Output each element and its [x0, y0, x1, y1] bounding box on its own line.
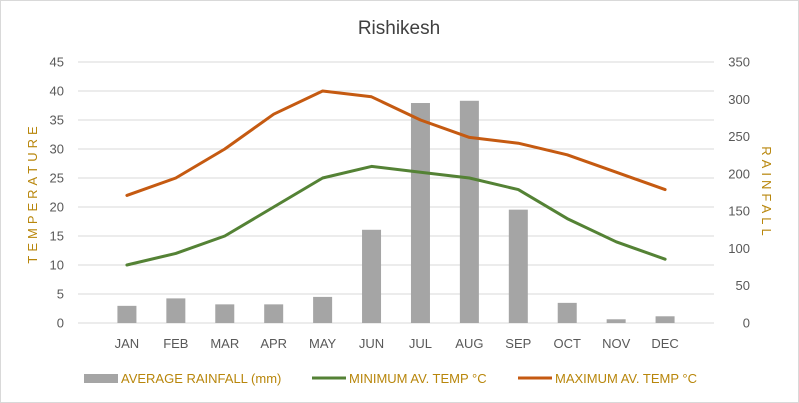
gridlines	[78, 61, 714, 324]
right-tick-label: 300	[728, 92, 750, 107]
right-axis-ticks: 0 50 100 150 200 250 300 350	[728, 55, 750, 331]
left-tick-label: 45	[50, 55, 64, 70]
right-tick-label: 150	[728, 204, 750, 219]
x-tick-label: SEP	[505, 336, 531, 351]
x-tick-label: MAY	[309, 336, 337, 351]
x-tick-label: OCT	[554, 336, 582, 351]
left-tick-label: 0	[57, 316, 64, 331]
left-tick-label: 10	[50, 258, 64, 273]
rainfall-bars	[117, 100, 675, 323]
rainfall-bar	[264, 304, 284, 323]
right-tick-label: 250	[728, 129, 750, 144]
legend: AVERAGE RAINFALL (mm) MINIMUM AV. TEMP °C…	[84, 371, 697, 386]
rainfall-bar	[313, 296, 333, 323]
x-tick-label: MAR	[210, 336, 239, 351]
chart-title: Rishikesh	[358, 18, 440, 39]
left-tick-label: 15	[50, 229, 64, 244]
x-tick-label: JUN	[359, 336, 384, 351]
max-temp-line	[125, 89, 667, 197]
left-tick-label: 40	[50, 84, 64, 99]
x-tick-label: NOV	[602, 336, 631, 351]
x-tick-label: FEB	[163, 336, 188, 351]
left-tick-label: 25	[50, 171, 64, 186]
x-axis-ticks: JAN FEB MAR APR MAY JUN JUL AUG SEP OCT NOV DEC	[115, 336, 679, 351]
temperature-lines	[125, 89, 667, 267]
x-tick-label: DEC	[651, 336, 678, 351]
rainfall-bar	[508, 209, 528, 323]
rainfall-bar	[606, 319, 626, 323]
x-tick-label: APR	[260, 336, 287, 351]
left-axis-ticks: 0 5 10 15 20 25 30 35 40 45	[50, 55, 64, 331]
left-axis-title: TEMPERATURE	[25, 122, 40, 263]
left-tick-label: 30	[50, 142, 64, 157]
x-tick-label: AUG	[455, 336, 483, 351]
right-tick-label: 50	[736, 278, 750, 293]
rainfall-bar	[557, 302, 577, 323]
rainfall-bar	[362, 229, 382, 323]
rainfall-bar	[655, 316, 675, 323]
rainfall-bar	[410, 103, 430, 323]
rainfall-bar	[117, 305, 137, 323]
x-tick-label: JUL	[409, 336, 432, 351]
right-tick-label: 0	[743, 316, 750, 331]
left-tick-label: 5	[57, 287, 64, 302]
right-tick-label: 350	[728, 55, 750, 70]
left-tick-label: 20	[50, 200, 64, 215]
right-tick-label: 100	[728, 241, 750, 256]
min-temp-line	[125, 164, 667, 267]
legend-swatch-rainfall	[84, 374, 118, 383]
legend-label: MAXIMUM AV. TEMP °C	[555, 371, 697, 386]
right-tick-label: 200	[728, 166, 750, 181]
rainfall-bar	[459, 100, 479, 323]
legend-label: AVERAGE RAINFALL (mm)	[121, 371, 281, 386]
right-axis-title: RAINFALL	[759, 146, 774, 239]
legend-label: MINIMUM AV. TEMP °C	[349, 371, 487, 386]
x-tick-label: JAN	[115, 336, 140, 351]
left-tick-label: 35	[50, 113, 64, 128]
rainfall-bar	[166, 298, 186, 323]
rainfall-bar	[215, 304, 235, 323]
